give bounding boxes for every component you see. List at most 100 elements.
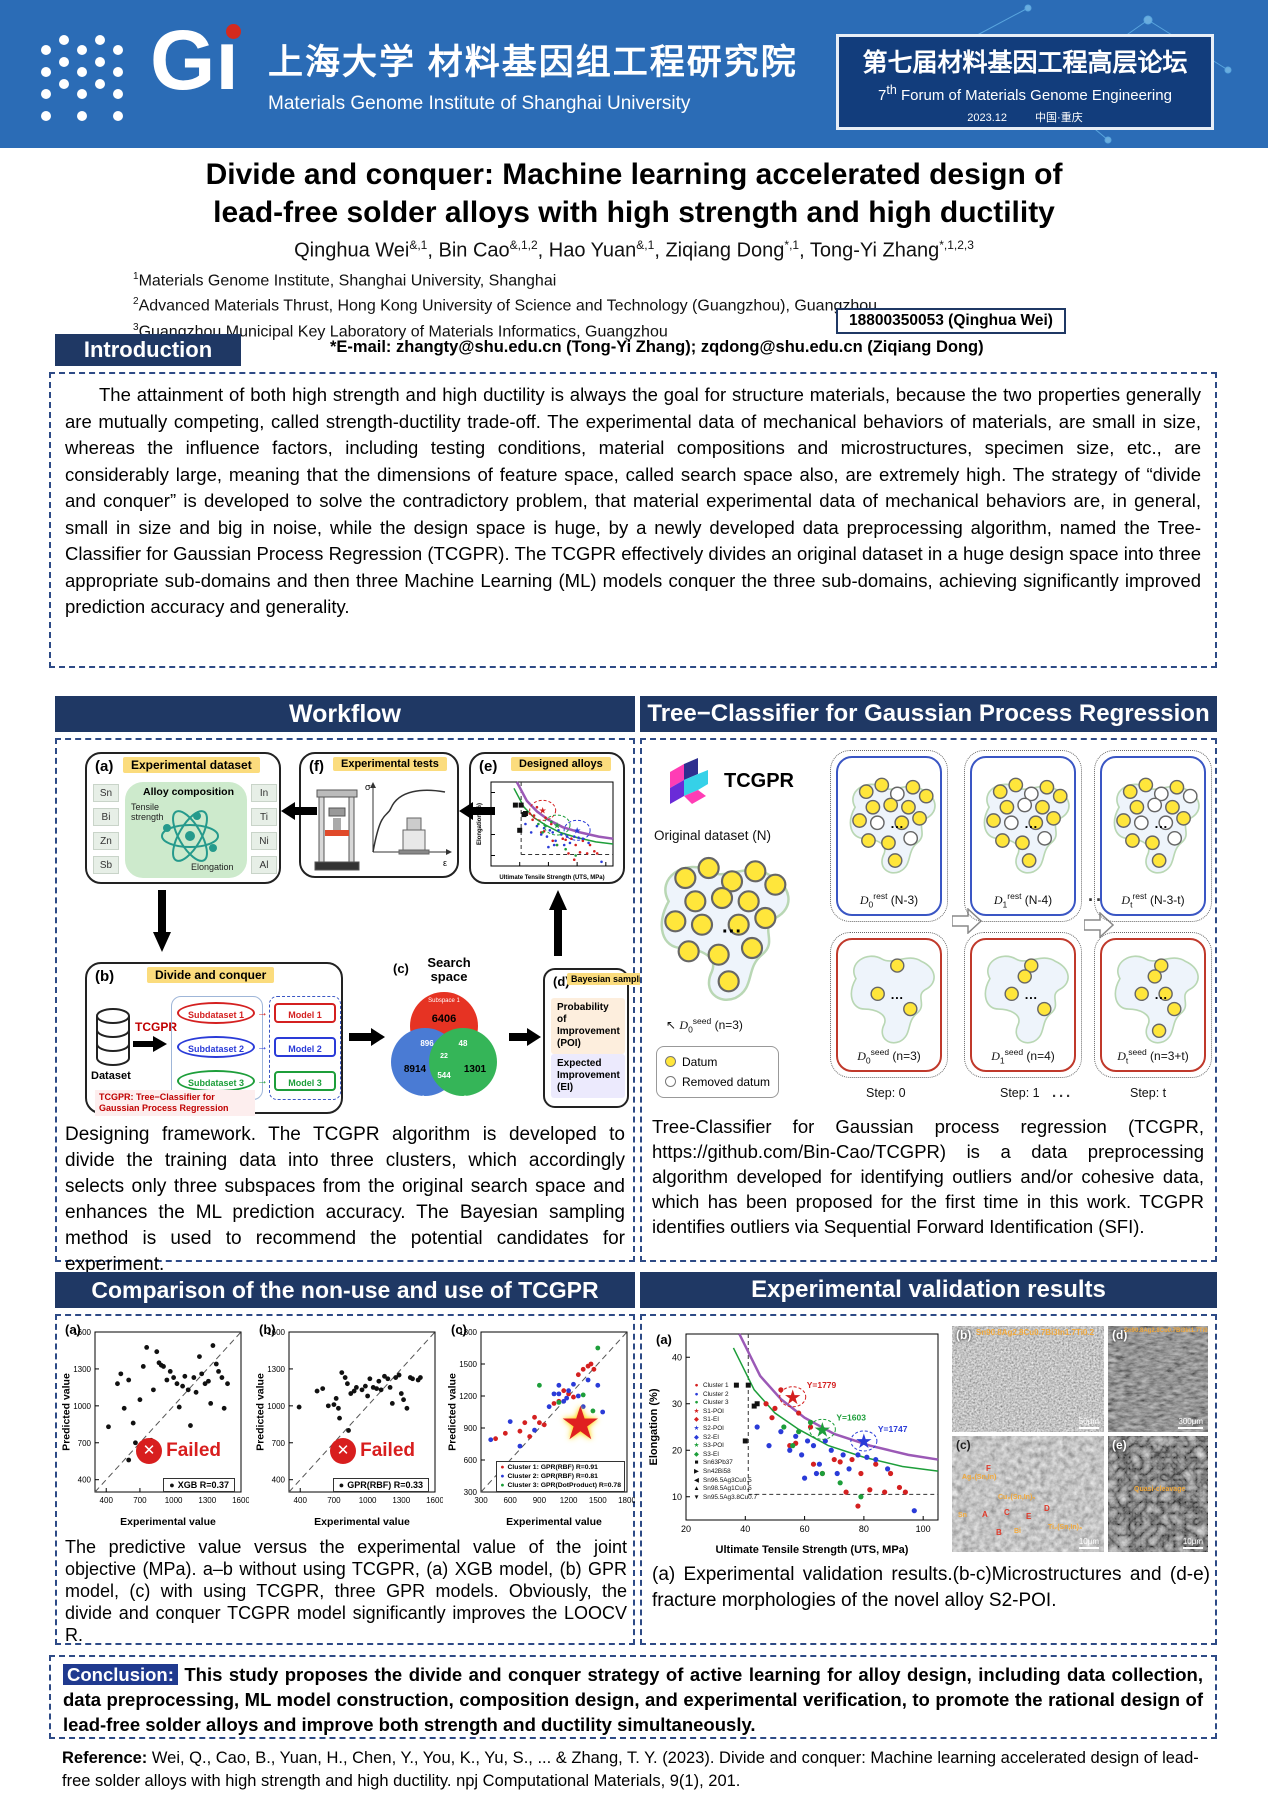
annotation-ti2snin3: Ti₂(Sn,In)₃	[1048, 1524, 1083, 1531]
arrow-d-to-e-icon	[549, 890, 567, 956]
svg-text:···: ···	[1155, 991, 1168, 1006]
workflow-panel-divide-and-conquer: (b) Divide and conquer Dataset TCGPR Sub…	[85, 962, 343, 1116]
svg-text:Experimental value: Experimental value	[120, 1516, 216, 1528]
reference-label: Reference:	[62, 1749, 148, 1767]
comparison-caption: The predictive value versus the experime…	[65, 1537, 627, 1645]
sigma-axis-label: σ	[365, 782, 371, 792]
elongation-label: Elongation	[191, 862, 234, 872]
legend-row: ● Cluster 3	[694, 1399, 729, 1407]
rest-panel-t-wrap: ··· Dtrest (N-3-t)	[1094, 750, 1212, 922]
conclusion-label: Conclusion:	[63, 1664, 178, 1685]
seed-panel-0: ··· D0seed (n=3)	[836, 938, 942, 1072]
svg-text:★: ★	[539, 806, 547, 816]
arrow-e-to-f-icon	[459, 802, 495, 820]
mgi-dots-logo-icon	[41, 35, 123, 121]
svg-text:★: ★	[573, 826, 581, 836]
svg-text:40: 40	[740, 1524, 750, 1534]
subdataset-2: Subdataset 2	[177, 1036, 255, 1058]
introduction-text: The attainment of both high strength and…	[65, 384, 1201, 617]
micrograph-c-scale: 10μm	[1078, 1537, 1099, 1549]
model-3: Model 3	[274, 1071, 336, 1091]
rest-panel-t: ··· Dtrest (N-3-t)	[1100, 756, 1206, 916]
micrograph-b-composition: Sn90.8Ag2.8Cu0.7Bi3In1.7Ti0.2	[975, 1328, 1095, 1337]
removed-datum-icon	[665, 1076, 676, 1087]
svg-text:1800: 1800	[459, 1328, 477, 1337]
svg-text:Elongation (%): Elongation (%)	[648, 1388, 660, 1465]
svg-text:1200: 1200	[459, 1392, 477, 1401]
comparison-header: Comparison of the non-use and use of TCG…	[55, 1272, 635, 1308]
panel-b-label: (b)	[95, 968, 115, 985]
comparison-chart-c-svg: 300 600 900 1200 1500 1800 300 600 900 1200 1500 18…	[447, 1328, 637, 1528]
subspace-3-label: Subspace 3	[463, 1096, 495, 1102]
svg-text:40: 40	[672, 1352, 682, 1362]
rest-dots-0: ···	[849, 777, 936, 874]
search-space-venn: Subspace 1 Subspace 2 Subspace 3 6406 89…	[391, 992, 497, 1102]
subspace-2-label: Subspace 2	[393, 1096, 425, 1102]
seed-panel-1: ··· D1seed (n=4)	[970, 938, 1076, 1072]
svg-text:1300: 1300	[392, 1496, 410, 1505]
comparison-box: (a) 400 700 1000 1300 1600 400 700 1000 1300 1600…	[55, 1314, 637, 1645]
arrow-b-to-c-icon	[349, 1028, 385, 1046]
rest-dots-1: ···	[983, 777, 1070, 874]
origin-seed-label: ↖ D0seed (n=3)	[666, 1016, 743, 1035]
svg-text:1200: 1200	[560, 1496, 578, 1505]
validation-box: (a) 20 40 60 80 100 10 20 30 40 ★ Y=1779 ★ Y=1603 ★ Y=…	[640, 1314, 1217, 1645]
arrow-f-to-a-icon	[281, 802, 317, 820]
legend-row: ◆ S1-EI	[694, 1416, 719, 1424]
reference: Reference: Wei, Q., Cao, B., Yuan, H., C…	[62, 1747, 1202, 1793]
bayesian-sampling-chip: Bayesian sampling	[567, 973, 657, 985]
rest-panel-0: ··· D0rest (N-3)	[836, 756, 942, 916]
chart-c-letter: (c)	[451, 1322, 467, 1337]
venn-8914: 8914	[404, 1064, 427, 1075]
link-2-icon: →	[257, 1041, 268, 1053]
svg-text:Experimental value: Experimental value	[314, 1516, 410, 1528]
panel-d-label: (d)	[553, 974, 570, 989]
workflow-panel-experimental-dataset: (a) Experimental dataset Alloy compositi…	[85, 752, 281, 884]
workflow-panel-bayesian-sampling: (d) Bayesian sampling Probability of Imp…	[543, 968, 657, 1108]
chart-a-letter: (a)	[65, 1322, 81, 1337]
element-al: Al	[251, 856, 277, 874]
svg-text:100: 100	[916, 1524, 931, 1534]
chart-a-legend: ● XGB R=0.37	[163, 1478, 235, 1492]
venn-48: 48	[459, 1039, 468, 1048]
svg-text:Predicted value: Predicted value	[255, 1373, 267, 1451]
annotation-ag3snin: Ag₃(Sn,In)	[962, 1474, 997, 1481]
panel-a-label: (a)	[95, 758, 114, 775]
alloy-composition-label: Alloy composition	[143, 786, 235, 798]
micrograph-b-letter: (b)	[956, 1328, 972, 1342]
seed-panel-t-wrap: ··· Dtseed (n=3+t)	[1094, 932, 1212, 1078]
subspace-1-label: Subspace 1	[428, 998, 460, 1004]
validation-header: Experimental validation results	[640, 1272, 1217, 1308]
micrograph-d-composition: Sn90.8Ag2.8Cu0.7Bi3In1.7Ti0.2	[1124, 1328, 1208, 1334]
svg-text:Ultimate Tensile Strength (UTS: Ultimate Tensile Strength (UTS, MPa)	[499, 875, 604, 881]
point-a: A	[982, 1510, 988, 1519]
annotation-bi: Bi	[1014, 1528, 1021, 1535]
institute-name-en: Materials Genome Institute of Shanghai U…	[268, 93, 691, 114]
svg-text:1600: 1600	[426, 1496, 443, 1505]
tcgpr-logo-icon	[670, 758, 708, 804]
element-sb: Sb	[93, 856, 119, 874]
svg-text:1600: 1600	[267, 1328, 285, 1337]
experimental-dataset-chip: Experimental dataset	[123, 757, 260, 773]
svg-text:1300: 1300	[73, 1365, 91, 1374]
svg-text:Elongation (%): Elongation (%)	[477, 803, 483, 845]
svg-text:10: 10	[672, 1492, 682, 1502]
institute-name: 上海大学 材料基因组工程研究院 Materials Genome Institu…	[268, 34, 798, 115]
svg-text:1800: 1800	[618, 1496, 635, 1505]
svg-text:···: ···	[891, 820, 904, 835]
original-dataset-label: Original dataset (N)	[654, 828, 772, 843]
poi-item: Probability of Improvement (POI)	[551, 998, 625, 1054]
seed-dots-0: ···	[850, 955, 935, 1044]
seed-panel-t: ··· Dtseed (n=3+t)	[1100, 938, 1206, 1072]
point-b: B	[996, 1528, 1002, 1537]
success-star-icon: ★	[559, 1397, 601, 1449]
svg-text:30: 30	[672, 1399, 682, 1409]
introduction-text-box: The attainment of both high strength and…	[49, 372, 1217, 668]
tensile-strength-label: Tensile strength	[131, 802, 164, 822]
banner: Gı 上海大学 材料基因组工程研究院 Materials Genome Inst…	[0, 0, 1268, 148]
svg-text:★: ★	[784, 1387, 802, 1409]
link-1-icon: →	[257, 1007, 268, 1019]
svg-text:···: ···	[891, 991, 904, 1006]
chart-b-legend: ● GPR(RBF) R=0.33	[332, 1478, 429, 1492]
legend-row: ● Cluster 3: GPR(DotProduct) R=0.78	[500, 1482, 621, 1489]
